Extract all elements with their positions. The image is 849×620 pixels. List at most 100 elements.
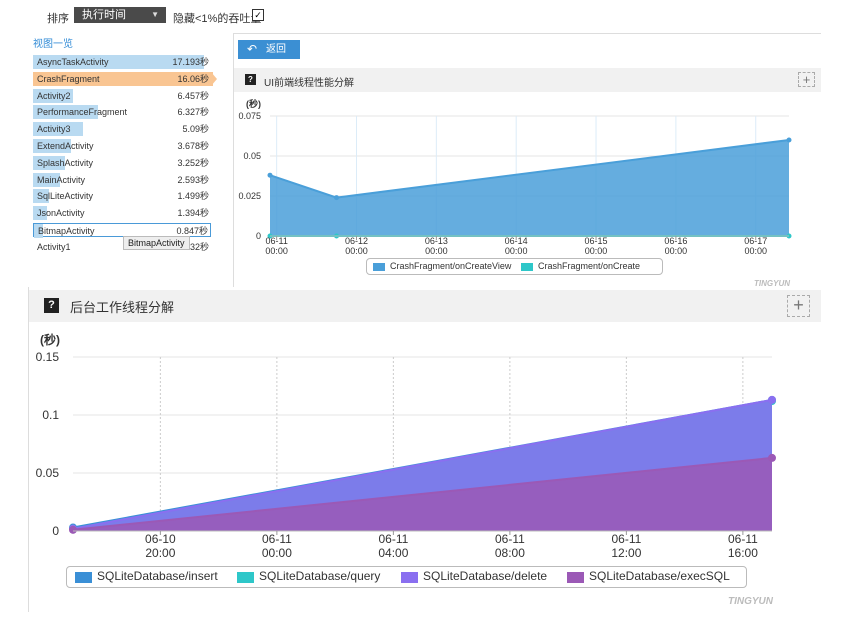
list-item-value: 6.327秒 [177, 107, 209, 118]
x-tick-label: 06-11 [495, 532, 525, 546]
list-item[interactable]: ExtendActivity 3.678秒 [33, 139, 211, 153]
expand-icon[interactable]: + [798, 72, 815, 87]
x-tick-label: 06-11 [611, 532, 641, 546]
x-tick-label: 06-11 [265, 236, 287, 246]
legend-item[interactable]: CrashFragment/onCreate [521, 261, 640, 271]
tingyun-logo: TINGYUN [754, 279, 790, 288]
list-item[interactable]: Activity2 6.457秒 [33, 88, 211, 103]
x-tick-label: 00:00 [345, 246, 368, 256]
ui-chart-legend: CrashFragment/onCreateView CrashFragment/… [366, 258, 663, 275]
divider [233, 33, 234, 287]
list-item-name: BitmapActivity [38, 226, 95, 236]
y-axis-label: (秒) [246, 98, 261, 109]
back-button-label: 返回 [266, 44, 286, 55]
tingyun-logo: TINGYUN [728, 596, 773, 607]
legend-item[interactable]: SQLiteDatabase/insert [75, 569, 218, 583]
list-item[interactable]: SplashActivity 3.252秒 [33, 155, 211, 170]
x-tick-label: 12:00 [611, 546, 641, 560]
y-tick-label: 0 [52, 524, 59, 538]
y-tick-label: 0.075 [238, 111, 261, 121]
x-tick-label: 00:00 [505, 246, 528, 256]
list-item-bar [33, 88, 73, 103]
list-item-bar [33, 55, 204, 69]
data-point[interactable] [768, 453, 776, 462]
help-icon[interactable]: ? [44, 298, 59, 313]
sort-select-value: 执行时间 [82, 9, 126, 21]
legend-item[interactable]: CrashFragment/onCreateView [373, 261, 511, 271]
x-tick-label: 06-15 [585, 236, 608, 246]
y-tick-label: 0.05 [243, 151, 261, 161]
list-item[interactable]: Activity1 32秒 [33, 240, 211, 254]
list-item-value: 1.394秒 [177, 208, 209, 219]
x-tick-label: 00:00 [665, 246, 688, 256]
list-item-name: JsonActivity [37, 208, 85, 219]
x-tick-label: 00:00 [585, 246, 608, 256]
list-item[interactable]: JsonActivity 1.394秒 [33, 206, 211, 221]
data-point[interactable] [334, 195, 340, 201]
divider [234, 33, 821, 34]
list-item[interactable]: CrashFragment 16.06秒 [33, 71, 213, 86]
list-item[interactable]: AsyncTaskActivity 17.193秒 [33, 55, 211, 69]
selected-pointer [211, 72, 217, 86]
legend-item[interactable]: SQLiteDatabase/execSQL [567, 569, 730, 583]
legend-label: SQLiteDatabase/execSQL [589, 569, 730, 583]
x-tick-label: 06-11 [378, 532, 408, 546]
legend-swatch [237, 572, 254, 583]
list-item[interactable]: BitmapActivity 0.847秒 [33, 223, 211, 238]
list-item[interactable]: MainActivity 2.593秒 [33, 172, 211, 187]
data-point[interactable] [267, 172, 273, 178]
help-icon[interactable]: ? [245, 74, 256, 85]
x-tick-label: 20:00 [145, 546, 175, 560]
x-tick-label: 06-10 [145, 532, 176, 546]
legend-item[interactable]: SQLiteDatabase/delete [401, 569, 547, 583]
list-item-value: 2.593秒 [177, 174, 209, 185]
series-line [72, 456, 773, 531]
data-point[interactable] [768, 395, 776, 404]
list-item-value: 5.09秒 [182, 124, 209, 135]
x-tick-label: 04:00 [378, 546, 408, 560]
bg-panel-header [29, 290, 821, 322]
list-item-name: Activity2 [37, 90, 71, 101]
bg-panel-title: 后台工作线程分解 [70, 300, 175, 315]
y-tick-label: 0.15 [36, 350, 60, 364]
x-tick-label: 06-16 [664, 236, 687, 246]
x-tick-label: 06-12 [345, 236, 368, 246]
y-tick-label: 0.1 [42, 408, 59, 422]
list-item[interactable]: Activity3 5.09秒 [33, 122, 211, 137]
x-tick-label: 00:00 [265, 246, 288, 256]
x-tick-label: 06-11 [728, 532, 758, 546]
list-item-name: Activity1 [37, 241, 71, 252]
bg-chart-legend: SQLiteDatabase/insert SQLiteDatabase/quer… [66, 566, 747, 588]
legend-item[interactable]: SQLiteDatabase/query [237, 569, 380, 583]
series-area [270, 140, 789, 236]
legend-label: CrashFragment/onCreate [538, 261, 641, 271]
legend-label: SQLiteDatabase/insert [97, 569, 218, 583]
list-item-bar [33, 139, 71, 153]
sort-label: 排序 [47, 13, 69, 25]
back-button[interactable]: ↶ 返回 [238, 40, 300, 59]
background-thread-chart: 0.150.10.050(秒)06-1020:0006-1100:0006-11… [36, 332, 776, 560]
list-item[interactable]: PerformanceFragment 6.327秒 [33, 105, 211, 120]
list-item-bar [33, 105, 98, 120]
series-line [72, 398, 773, 530]
ui-thread-chart: 0.0750.050.0250(秒)06-1100:0006-1200:0006… [238, 98, 792, 256]
legend-label: SQLiteDatabase/query [259, 569, 381, 583]
list-item-value: 1.499秒 [177, 191, 209, 202]
view-overview-link[interactable]: 视图一览 [33, 39, 73, 50]
list-item[interactable]: SqlLiteActivity 1.499秒 [33, 189, 211, 204]
list-item-name: Activity3 [37, 124, 71, 135]
expand-icon[interactable]: + [787, 295, 810, 317]
data-point[interactable] [786, 137, 792, 143]
list-item-value: 3.252秒 [177, 157, 209, 168]
list-item-value: 16.06秒 [177, 73, 209, 84]
legend-swatch [401, 572, 418, 583]
sort-select[interactable]: 执行时间 ▼ [74, 7, 166, 23]
x-tick-label: 06-17 [744, 236, 767, 246]
list-item-bar [33, 189, 49, 204]
hide-small-throughput-checkbox[interactable]: ✓ [252, 9, 264, 21]
list-item-name: ExtendActivity [37, 141, 94, 151]
list-item-bar [33, 122, 83, 137]
x-tick-label: 00:00 [425, 246, 448, 256]
data-point[interactable] [69, 525, 77, 534]
y-tick-label: 0 [256, 231, 261, 241]
